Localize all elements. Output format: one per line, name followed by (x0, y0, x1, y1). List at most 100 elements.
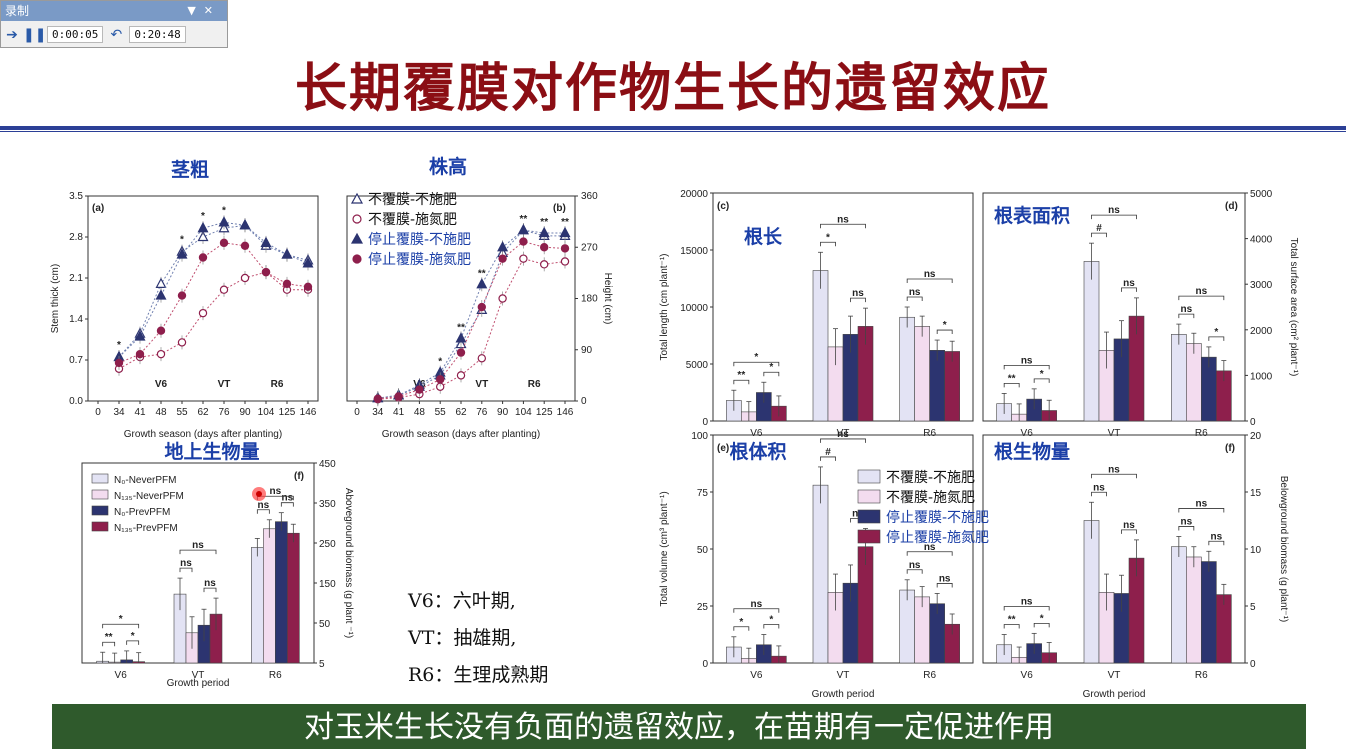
series-line-a (118, 224, 309, 358)
bar-c (899, 316, 915, 422)
x-tick-label-a: 146 (300, 407, 317, 418)
y-tick-label-b: 180 (581, 294, 598, 305)
significance-label-e: * (769, 615, 773, 626)
significance-bracket-c (733, 361, 780, 367)
significance-b: ** (478, 268, 486, 279)
x-tick-label-a: 48 (155, 407, 167, 418)
legend-swatch-bars (857, 529, 881, 544)
stage-definition: R6：生理成熟期 (408, 664, 548, 686)
y-tick-label-b: 360 (581, 191, 598, 202)
dropdown-icon[interactable]: ▼ (187, 4, 204, 17)
data-point-b (455, 332, 467, 343)
pause-icon[interactable]: ❚❚ (23, 26, 47, 43)
significance-bracket-f2 (1003, 624, 1020, 629)
x-axis-label-f1: Growth period (167, 678, 230, 689)
forward-icon[interactable]: ➔ (6, 26, 18, 43)
legend-label-bars: 不覆膜-不施肥 (886, 470, 975, 486)
bar-c (944, 351, 960, 422)
legend-label-f1: N₁₃₅-NeverPFM (114, 491, 184, 502)
data-point-a (281, 248, 293, 259)
y-tick-label-b: 270 (581, 242, 598, 253)
data-point-a (155, 277, 167, 288)
x-tick-label-b: 41 (393, 407, 405, 418)
y-tick-label-a: 3.5 (69, 191, 83, 202)
significance-label-f1: ns (269, 486, 281, 497)
significance-bracket-f1 (102, 623, 140, 629)
y-axis-label-f1: Aboveground biomass (g plant ⁻¹) (343, 488, 354, 638)
data-point-b (456, 348, 466, 357)
panel-label-d: (d) (1225, 201, 1238, 212)
x-axis-label-b: Growth season (days after planting) (382, 429, 540, 440)
data-point-a (219, 238, 229, 248)
significance-bracket-f1 (280, 502, 294, 507)
significance-label-f1: * (119, 614, 123, 625)
data-point-a (261, 267, 271, 277)
cn-title-b: 株高 (429, 155, 467, 178)
bar-f1 (251, 547, 264, 664)
undo-icon[interactable]: ↶ (110, 26, 123, 43)
y-tick-label-f1: 50 (319, 619, 331, 630)
data-point-a (135, 349, 145, 359)
x-tick-label-a: 55 (176, 407, 188, 418)
significance-bracket-f2 (1121, 529, 1137, 534)
significance-bracket-e (820, 438, 866, 443)
legend-label-bars: 不覆膜-施氮肥 (886, 490, 975, 506)
total-time: 0:20:48 (129, 26, 186, 43)
significance-label-f2: ns (1210, 531, 1222, 542)
significance-bracket-e (936, 583, 953, 588)
legend-marker-b (350, 192, 364, 204)
data-point-a (219, 285, 229, 294)
data-point-a (177, 338, 187, 347)
close-icon[interactable]: ✕ (203, 4, 221, 17)
x-tick-label-b: 48 (414, 407, 426, 418)
legend-label-b: 不覆膜-不施肥 (368, 192, 457, 208)
bar-f2 (1083, 520, 1100, 664)
y-tick-label-a: 2.1 (69, 273, 83, 284)
significance-bracket-c (820, 241, 836, 247)
significance-label-f1: ns (192, 540, 204, 551)
y-tick-label-d: 4000 (1250, 235, 1273, 246)
significance-bracket-f1 (179, 549, 217, 555)
bar-c (929, 350, 945, 422)
significance-bracket-e (733, 608, 780, 613)
significance-b: ** (540, 217, 548, 228)
data-point-b (394, 392, 403, 401)
significance-label-f2: ns (1108, 464, 1120, 475)
x-tick-label-b: 55 (435, 407, 447, 418)
y-axis-label-a: Stem thick (cm) (50, 264, 61, 333)
significance-label-d: ns (1021, 355, 1033, 366)
data-point-b (497, 240, 509, 252)
series-line-a (118, 271, 308, 370)
legend-swatch-bars (857, 469, 881, 484)
significance-bracket-d (1091, 232, 1107, 238)
significance-a: * (201, 211, 205, 222)
x-tick-label-d: V6 (1021, 428, 1034, 439)
significance-label-f2: ns (1123, 520, 1135, 531)
significance-label-f1: ns (180, 558, 192, 569)
recorder-title: 录制 (5, 4, 30, 18)
legend-label-bars: 停止覆膜-不施肥 (886, 509, 989, 526)
panel-label-f1: (f) (294, 471, 304, 482)
data-point-a (302, 257, 314, 268)
legend-swatch-f1 (91, 489, 109, 500)
data-point-a (218, 216, 230, 227)
significance-label-c: ns (924, 269, 936, 280)
legend-swatch-bars (857, 509, 881, 524)
cn-title-f1: 地上生物量 (164, 440, 259, 463)
significance-b: ** (561, 217, 569, 228)
significance-bracket-d (1091, 214, 1137, 220)
bar-e (812, 484, 829, 664)
y-tick-label-f1: 350 (319, 499, 336, 510)
bar-c (914, 326, 930, 422)
y-tick-label-d: 0 (1250, 417, 1256, 428)
x-tick-label-b: 62 (455, 407, 467, 418)
significance-label-e: ns (939, 573, 951, 584)
y-tick-label-a: 0.7 (69, 355, 83, 366)
significance-label-c: ns (837, 214, 849, 225)
significance-label-d: * (1214, 327, 1218, 338)
significance-label-e: ns (909, 560, 921, 571)
data-point-a (156, 349, 166, 359)
data-point-b (540, 243, 549, 252)
data-point-a (197, 221, 209, 233)
significance-label-c: ns (909, 287, 921, 298)
